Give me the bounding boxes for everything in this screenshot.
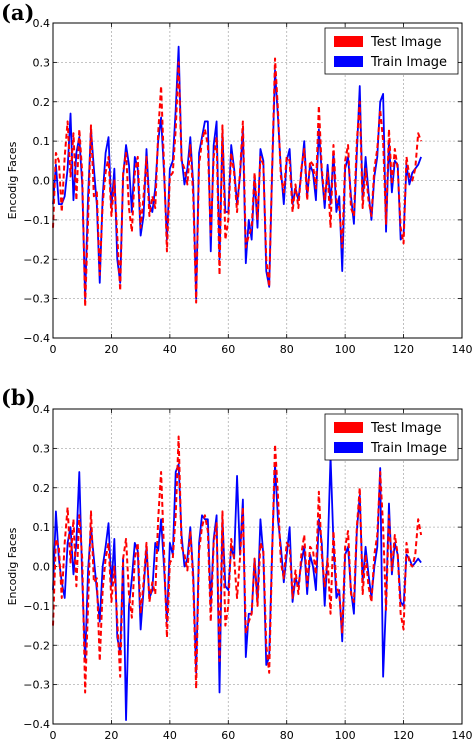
y-tick-label: −0.2 xyxy=(23,639,50,652)
legend-swatch xyxy=(334,422,363,433)
x-tick-label: 80 xyxy=(280,729,294,739)
y-tick-label: −0.2 xyxy=(23,253,50,266)
series-line-train-image xyxy=(52,455,422,721)
y-axis-label: Encodig Faces xyxy=(6,141,19,219)
legend-swatch xyxy=(334,56,363,67)
legend-label: Test Image xyxy=(370,421,441,436)
y-tick-label: 0.3 xyxy=(33,442,51,455)
series-line-test-image xyxy=(52,57,423,308)
y-tick-label: 0.0 xyxy=(33,561,51,574)
x-tick-label: 120 xyxy=(393,343,414,356)
y-tick-label: −0.3 xyxy=(23,679,50,692)
x-tick-label: 120 xyxy=(393,729,414,739)
axes-frame xyxy=(52,22,463,339)
y-tick-label: 0.2 xyxy=(33,482,51,495)
x-tick-label: 20 xyxy=(104,343,118,356)
x-tick-label: 0 xyxy=(50,343,57,356)
x-tick-label: 80 xyxy=(280,343,294,356)
x-tick-label: 60 xyxy=(221,343,235,356)
y-tick-label: 0.4 xyxy=(33,403,51,416)
panel-label: (b) xyxy=(1,385,36,410)
legend-swatch xyxy=(334,36,363,47)
legend: Test Image Train Image xyxy=(324,413,459,461)
x-tick-label: 0 xyxy=(50,729,57,739)
y-tick-label: 0.3 xyxy=(33,56,51,69)
y-axis-label: Encodig Faces xyxy=(6,527,19,605)
legend: Test Image Train Image xyxy=(324,27,459,75)
y-tick-label: −0.4 xyxy=(23,718,50,731)
x-tick-label: 100 xyxy=(335,729,356,739)
x-tick-label: 40 xyxy=(163,343,177,356)
legend-label: Train Image xyxy=(370,441,447,456)
y-tick-label: −0.1 xyxy=(23,600,50,613)
y-tick-label: 0.0 xyxy=(33,175,51,188)
legend-swatch xyxy=(334,442,363,453)
x-tick-label: 20 xyxy=(104,729,118,739)
legend-label: Train Image xyxy=(370,55,447,70)
y-tick-label: −0.4 xyxy=(23,332,50,345)
y-tick-label: 0.1 xyxy=(33,135,51,148)
series-line-test-image xyxy=(52,435,423,694)
panel-label: (a) xyxy=(1,0,34,25)
y-tick-label: −0.3 xyxy=(23,293,50,306)
axes-frame xyxy=(52,408,463,725)
x-tick-label: 60 xyxy=(221,729,235,739)
legend-label: Test Image xyxy=(370,35,441,50)
chart-panel-a: (a) 0 20 40 60 80 100 120 140 0.4 0.3 0.2 0.1 0.0 −0.1… xyxy=(1,0,473,356)
y-tick-label: 0.2 xyxy=(33,96,51,109)
x-tick-label: 140 xyxy=(452,343,473,356)
x-tick-label: 140 xyxy=(452,729,473,739)
x-tick-label: 100 xyxy=(335,343,356,356)
y-tick-label: 0.1 xyxy=(33,521,51,534)
y-tick-label: −0.1 xyxy=(23,214,50,227)
y-tick-label: 0.4 xyxy=(33,17,51,30)
x-tick-label: 40 xyxy=(163,729,177,739)
chart-panel-b: (b) 0 20 40 60 80 100 120 140 0.4 0.3 0.2 0.1 0.0 −0.1… xyxy=(1,385,473,739)
